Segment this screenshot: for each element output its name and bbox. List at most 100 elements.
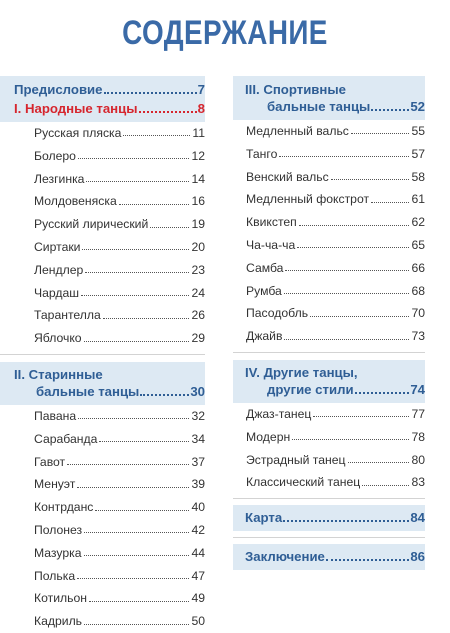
toc-entry-other-line1[interactable]: IV. Другие танцы, bbox=[245, 364, 425, 381]
toc-entry[interactable]: Квикстеп 62 bbox=[246, 211, 425, 234]
entry-label: Полька bbox=[34, 568, 76, 583]
leader-dots bbox=[138, 111, 197, 113]
entry-page: 84 bbox=[410, 510, 425, 526]
leader-dots bbox=[77, 158, 190, 160]
entry-page: 86 bbox=[410, 549, 425, 565]
toc-section-preface: Предисловие 7 I. Народные танцы 8 Русска… bbox=[0, 76, 225, 350]
entry-page: 19 bbox=[191, 217, 205, 232]
leader-dots bbox=[123, 135, 191, 137]
entry-page: 14 bbox=[191, 171, 205, 186]
entry-label: Менуэт bbox=[34, 477, 76, 492]
toc-entry[interactable]: Сиртаки 20 bbox=[34, 236, 205, 259]
leader-dots bbox=[83, 555, 190, 557]
toc-entry[interactable]: Кадриль 50 bbox=[34, 610, 205, 633]
entry-page: 70 bbox=[411, 306, 425, 321]
toc-entry[interactable]: Лезгинка 14 bbox=[34, 168, 205, 191]
toc-entry[interactable]: Чардаш 24 bbox=[34, 282, 205, 305]
leader-dots bbox=[84, 623, 190, 625]
toc-entry-old[interactable]: бальные танцы 30 bbox=[14, 383, 205, 400]
toc-entry-preface[interactable]: Предисловие 7 bbox=[14, 81, 205, 98]
entry-page: 77 bbox=[411, 406, 425, 421]
toc-entry-other[interactable]: другие стили 74 bbox=[245, 381, 425, 398]
entry-page: 66 bbox=[411, 260, 425, 275]
entry-label: другие стили bbox=[267, 381, 354, 397]
toc-entry[interactable]: Джаз-танец 77 bbox=[246, 403, 425, 426]
toc-entry[interactable]: Молдовеняска 16 bbox=[34, 190, 205, 213]
toc-entry[interactable]: Самба 66 bbox=[246, 257, 425, 280]
entry-label: Тарантелла bbox=[34, 308, 101, 323]
leader-dots bbox=[284, 338, 410, 340]
toc-entry[interactable]: Медленный фокстрот 61 bbox=[246, 188, 425, 211]
entry-label: Предисловие bbox=[14, 82, 103, 97]
leader-dots bbox=[350, 133, 410, 135]
entry-page: 52 bbox=[410, 99, 425, 114]
entry-page: 55 bbox=[411, 124, 425, 138]
toc-section-other: IV. Другие танцы, другие стили 74 Джаз-т… bbox=[233, 359, 450, 494]
entry-label: Полонез bbox=[34, 522, 83, 537]
entry-page: 83 bbox=[411, 475, 425, 490]
entry-label: бальные танцы bbox=[36, 383, 140, 399]
entry-page: 7 bbox=[197, 82, 205, 97]
sport-dance-list: Медленный вальс 55 Танго 57 Венский вальс 58 М… bbox=[246, 120, 425, 348]
toc-entry[interactable]: Полонез 42 bbox=[34, 519, 205, 542]
entry-label: Самба bbox=[246, 260, 284, 275]
leader-dots bbox=[84, 532, 190, 534]
entry-page: 61 bbox=[411, 192, 425, 207]
toc-entry[interactable]: Гавот 37 bbox=[34, 451, 205, 474]
toc-entry[interactable]: Медленный вальс 55 bbox=[246, 120, 425, 143]
toc-entry[interactable]: Полька 47 bbox=[34, 565, 205, 588]
entry-page: 23 bbox=[191, 262, 205, 277]
toc-entry[interactable]: Павана 32 bbox=[34, 405, 205, 428]
toc-entry[interactable]: Ча-ча-ча 65 bbox=[246, 234, 425, 257]
entry-page: 74 bbox=[410, 381, 425, 397]
entry-label: IV. Другие танцы, bbox=[245, 364, 358, 380]
toc-entry[interactable]: Тарантелла 26 bbox=[34, 304, 205, 327]
toc-entry[interactable]: Сарабанда 34 bbox=[34, 428, 205, 451]
leader-dots bbox=[150, 226, 190, 228]
toc-entry[interactable]: Котильон 49 bbox=[34, 587, 205, 610]
entry-label: Лезгинка bbox=[34, 171, 85, 186]
toc-entry[interactable]: Классический танец 83 bbox=[246, 471, 425, 494]
leader-dots bbox=[283, 520, 410, 523]
leader-dots bbox=[285, 270, 410, 272]
leader-dots bbox=[88, 600, 190, 602]
divider bbox=[0, 353, 205, 355]
toc-entry-map[interactable]: Карта 84 bbox=[245, 509, 425, 526]
entry-page: 24 bbox=[191, 285, 205, 300]
toc-entry[interactable]: Менуэт 39 bbox=[34, 473, 205, 496]
toc-entry[interactable]: Яблочко 29 bbox=[34, 327, 205, 350]
entry-label: Ча-ча-ча bbox=[246, 237, 296, 252]
toc-entry[interactable]: Болеро 12 bbox=[34, 145, 205, 168]
toc-entry[interactable]: Модерн 78 bbox=[246, 426, 425, 449]
toc-entry[interactable]: Джайв 73 bbox=[246, 325, 425, 348]
toc-entry[interactable]: Венский вальс 58 bbox=[246, 166, 425, 189]
toc-entry-conclusion[interactable]: Заключение 86 bbox=[245, 548, 425, 565]
entry-page: 80 bbox=[411, 452, 425, 467]
entry-page: 16 bbox=[191, 194, 205, 209]
toc-entry[interactable]: Русский лирический 19 bbox=[34, 213, 205, 236]
section-header-preface: Предисловие 7 I. Народные танцы 8 bbox=[0, 76, 205, 122]
toc-entry[interactable]: Танго 57 bbox=[246, 143, 425, 166]
leader-dots bbox=[103, 92, 197, 94]
toc-entry-sport-line1[interactable]: III. Спортивные bbox=[245, 81, 425, 98]
toc-entry[interactable]: Русская пляска 11 bbox=[34, 122, 205, 145]
toc-entry-sport[interactable]: бальные танцы 52 bbox=[245, 98, 425, 115]
toc-entry[interactable]: Румба 68 bbox=[246, 280, 425, 303]
entry-label: Сиртаки bbox=[34, 239, 81, 254]
toc-entry[interactable]: Пасодобль 70 bbox=[246, 302, 425, 325]
entry-page: 37 bbox=[191, 454, 205, 469]
toc-entry-folk[interactable]: I. Народные танцы 8 bbox=[14, 100, 205, 117]
toc-entry[interactable]: Мазурка 44 bbox=[34, 542, 205, 565]
toc-entry[interactable]: Эстрадный танец 80 bbox=[246, 449, 425, 472]
toc-entry-old-line1[interactable]: II. Старинные bbox=[14, 366, 205, 383]
leader-dots bbox=[283, 292, 410, 294]
entry-label: Джайв bbox=[246, 329, 283, 344]
entry-label: Модерн bbox=[246, 429, 291, 444]
entry-page: 78 bbox=[411, 429, 425, 444]
entry-label: Русская пляска bbox=[34, 126, 122, 140]
toc-entry[interactable]: Лендлер 23 bbox=[34, 259, 205, 282]
section-header-other: IV. Другие танцы, другие стили 74 bbox=[233, 359, 425, 403]
leader-dots bbox=[118, 203, 190, 205]
entry-page: 12 bbox=[191, 148, 205, 163]
toc-entry[interactable]: Контрданс 40 bbox=[34, 496, 205, 519]
